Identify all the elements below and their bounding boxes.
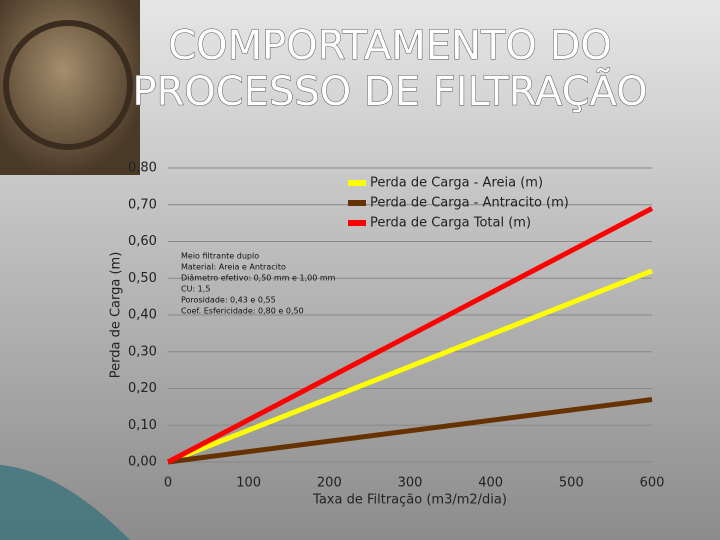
annotation: Porosidade: 0,43 e 0,55: [181, 296, 276, 305]
x-tick-label: 600: [640, 476, 665, 491]
y-tick-label: 0,10: [128, 418, 157, 433]
series-line: [167, 268, 653, 465]
x-tick-label: 500: [559, 476, 584, 491]
series-line: [167, 397, 653, 465]
y-tick-label: 0,70: [128, 197, 157, 212]
legend-label: Perda de Carga - Areia (m): [370, 176, 543, 191]
y-tick-label: 0,80: [128, 161, 157, 176]
x-axis-label: Taxa de Filtração (m3/m2/dia): [312, 493, 507, 508]
legend-swatch: [348, 220, 366, 226]
x-tick-label: 400: [478, 476, 503, 491]
annotation: Material: Areia e Antracito: [181, 263, 286, 272]
x-tick-label: 0: [164, 476, 172, 491]
legend-label: Perda de Carga Total (m): [370, 216, 531, 231]
legend-swatch: [348, 200, 366, 206]
series-line: [166, 206, 654, 465]
y-tick-label: 0,40: [128, 308, 157, 323]
legend-swatch: [348, 180, 366, 186]
annotation: Meio filtrante duplo: [181, 252, 259, 261]
x-tick-label: 200: [317, 476, 342, 491]
y-tick-label: 0,30: [128, 344, 157, 359]
annotation: Diâmetro efetivo: 0,50 mm e 1,00 mm: [181, 274, 336, 283]
annotation: CU: 1,5: [181, 285, 210, 294]
y-axis-label: Perda de Carga (m): [109, 252, 124, 379]
title: COMPORTAMENTO DO PROCESSO DE FILTRAÇÃO: [132, 23, 648, 116]
x-tick-label: 300: [398, 476, 423, 491]
coin-rim: [3, 20, 133, 150]
x-tick-label: 100: [236, 476, 261, 491]
y-tick-label: 0,20: [128, 381, 157, 396]
annotation: Coef. Esfericidade: 0,80 e 0,50: [181, 307, 304, 316]
title-line: PROCESSO DE FILTRAÇÃO: [132, 67, 647, 115]
legend-label: Perda de Carga - Antracito (m): [370, 196, 569, 211]
y-tick-label: 0,00: [128, 455, 157, 470]
decoration: [0, 465, 130, 540]
y-tick-label: 0,60: [128, 234, 157, 249]
y-tick-label: 0,50: [128, 271, 157, 286]
title-line: COMPORTAMENTO DO: [168, 23, 612, 69]
